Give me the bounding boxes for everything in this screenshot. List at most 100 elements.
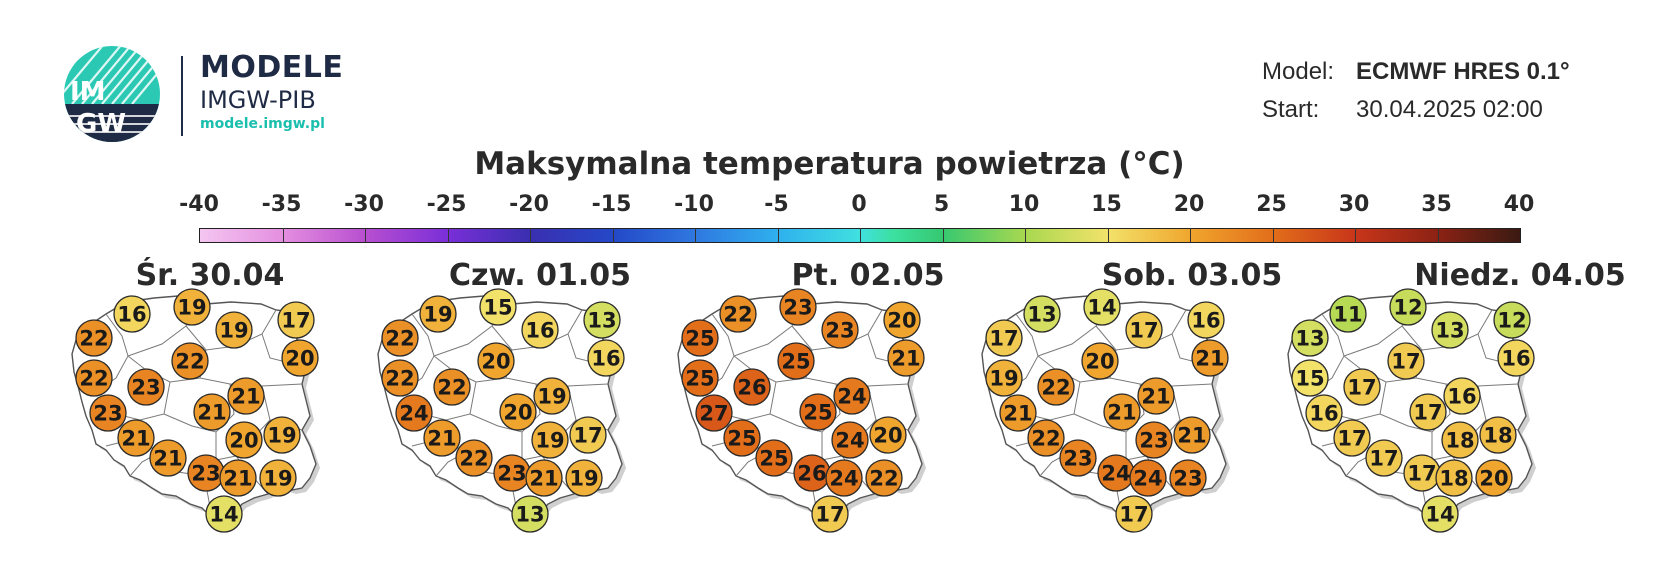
temperature-value: 13 xyxy=(1027,303,1056,327)
temperature-value: 13 xyxy=(1295,327,1324,351)
temperature-value: 13 xyxy=(515,503,544,527)
temperature-value: 19 xyxy=(267,424,296,448)
temperature-value: 21 xyxy=(529,467,558,491)
temperature-value: 22 xyxy=(869,467,898,491)
temperature-marker: 19 xyxy=(565,459,603,497)
temperature-value: 25 xyxy=(803,401,832,425)
temperature-circle xyxy=(171,342,209,380)
temperature-circle xyxy=(219,459,257,497)
scale-tick xyxy=(1437,228,1439,243)
temperature-marker: 26 xyxy=(733,368,771,406)
temperature-circle xyxy=(423,419,461,457)
temperature-value: 19 xyxy=(423,303,452,327)
temperature-marker: 17 xyxy=(1387,342,1425,380)
logo-text-top: IM xyxy=(70,77,106,107)
temperature-value: 17 xyxy=(1119,503,1148,527)
color-scale-labels: -40 -35 -30 -25 -20 -15 -10 -5 0 5 10 15 20 25 30 35 40 xyxy=(0,192,1659,222)
temperature-circle xyxy=(831,421,869,459)
temperature-value: 16 xyxy=(1191,309,1220,333)
temperature-marker: 13 xyxy=(511,495,549,533)
temperature-value: 16 xyxy=(1447,385,1476,409)
scale-tick xyxy=(365,228,366,243)
temperature-circle xyxy=(569,416,607,454)
temperature-value: 19 xyxy=(219,319,248,343)
temperature-marker: 22 xyxy=(381,319,419,357)
temperature-marker: 17 xyxy=(1403,454,1441,492)
scale-tick-label: -30 xyxy=(344,192,384,217)
temperature-marker: 18 xyxy=(1435,459,1473,497)
temperature-value: 25 xyxy=(685,367,714,391)
temperature-marker: 23 xyxy=(1135,421,1173,459)
temperature-circle xyxy=(811,495,849,533)
temperature-marker: 23 xyxy=(127,368,165,406)
temperature-value: 25 xyxy=(727,427,756,451)
temperature-circle xyxy=(1443,377,1481,415)
temperature-value: 19 xyxy=(535,429,564,453)
temperature-circle xyxy=(1115,495,1153,533)
temperature-value: 16 xyxy=(117,303,146,327)
temperature-marker: 26 xyxy=(793,454,831,492)
temperature-circle xyxy=(565,459,603,497)
temperature-value: 20 xyxy=(887,309,916,333)
temperature-circle xyxy=(533,377,571,415)
temperature-value: 20 xyxy=(1085,350,1114,374)
temperature-value: 18 xyxy=(1439,467,1468,491)
temperature-circle xyxy=(1291,359,1329,397)
temperature-value: 22 xyxy=(175,350,204,374)
scale-tick-label: -25 xyxy=(426,192,467,217)
temperature-value: 22 xyxy=(385,327,414,351)
temperature-circle xyxy=(1431,311,1469,349)
temperature-circle xyxy=(205,495,243,533)
temperature-value: 24 xyxy=(837,385,866,409)
temperature-circle xyxy=(1023,295,1061,333)
temperature-marker: 21 xyxy=(1137,377,1175,415)
temperature-value: 20 xyxy=(229,429,258,453)
temperature-marker: 17 xyxy=(277,301,315,339)
brand-url[interactable]: modele.imgw.pl xyxy=(200,116,325,132)
temperature-circle xyxy=(1187,301,1225,339)
temperature-marker: 21 xyxy=(227,377,265,415)
temperature-value: 18 xyxy=(1445,429,1474,453)
temperature-circle xyxy=(1387,342,1425,380)
temperature-marker: 17 xyxy=(985,319,1023,357)
scale-tick-label: -20 xyxy=(509,192,549,217)
temperature-marker: 20 xyxy=(225,421,263,459)
temperature-circle xyxy=(1305,394,1343,432)
temperature-value: 17 xyxy=(1407,462,1436,486)
temperature-circle xyxy=(1493,301,1531,339)
temperature-value: 17 xyxy=(1129,319,1158,343)
temperature-marker: 23 xyxy=(187,454,225,492)
temperature-value: 23 xyxy=(131,376,160,400)
temperature-value: 21 xyxy=(1107,401,1136,425)
temperature-value: 17 xyxy=(1413,401,1442,425)
temperature-circle xyxy=(733,368,771,406)
temperature-circle xyxy=(1389,288,1427,326)
temperature-circle xyxy=(1497,339,1535,377)
temperature-marker: 14 xyxy=(205,495,243,533)
temperature-marker: 22 xyxy=(171,342,209,380)
scale-tick xyxy=(447,228,449,243)
temperature-circle xyxy=(1169,459,1207,497)
temperature-marker: 17 xyxy=(1333,419,1371,457)
scale-tick-label: 5 xyxy=(933,192,950,217)
temperature-circle xyxy=(821,311,859,349)
temperature-marker: 16 xyxy=(1497,339,1535,377)
temperature-circle xyxy=(985,359,1023,397)
temperature-marker: 19 xyxy=(531,421,569,459)
temperature-marker: 23 xyxy=(89,394,127,432)
scale-tick xyxy=(1355,228,1356,243)
scale-tick xyxy=(1025,228,1026,243)
temperature-value: 19 xyxy=(263,467,292,491)
scale-tick-label: 35 xyxy=(1421,192,1452,217)
temperature-marker: 21 xyxy=(423,419,461,457)
temperature-marker: 25 xyxy=(799,393,837,431)
temperature-marker: 21 xyxy=(1191,339,1229,377)
brand-subtitle: IMGW-PIB xyxy=(200,86,316,114)
temperature-circle xyxy=(755,439,793,477)
temperature-value: 21 xyxy=(1195,347,1224,371)
temperature-marker: 12 xyxy=(1493,301,1531,339)
temperature-circle xyxy=(1329,295,1367,333)
temperature-marker: 19 xyxy=(259,459,297,497)
scale-tick xyxy=(1190,228,1191,243)
